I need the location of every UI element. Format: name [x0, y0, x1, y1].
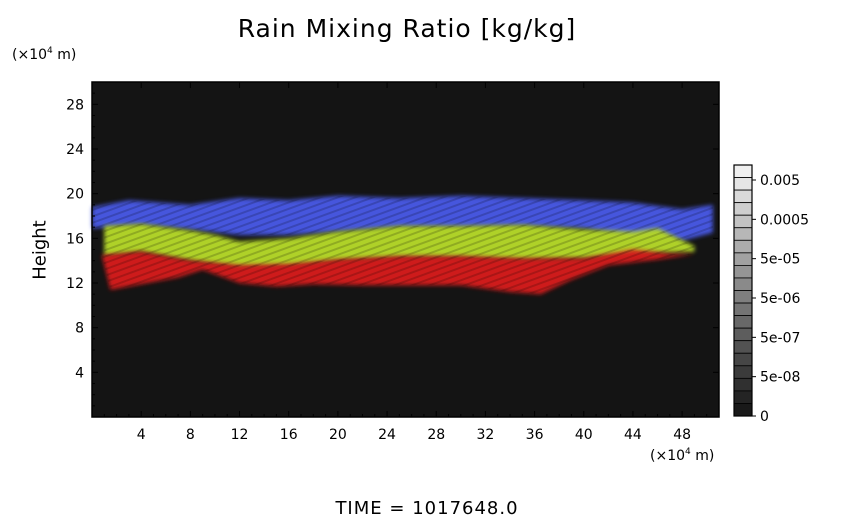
- y-unit-exponent: 4: [47, 46, 53, 56]
- colorbar-segment: [733, 302, 753, 316]
- colorbar-label: 0: [760, 409, 769, 425]
- colorbar-segment: [733, 365, 753, 379]
- chart-title: Rain Mixing Ratio [kg/kg]: [237, 14, 577, 43]
- colorbar-label: 0.005: [760, 173, 800, 189]
- x-tick-label: 20: [329, 427, 347, 443]
- y-tick-label: 24: [66, 142, 84, 158]
- colorbar-segment: [733, 377, 753, 392]
- colorbar-segment: [733, 327, 753, 342]
- y-tick-label: 16: [66, 231, 84, 247]
- colorbar-segment: [733, 340, 753, 354]
- x-unit-suffix: m): [690, 448, 715, 464]
- x-axis-unit: (×104 m): [650, 447, 714, 464]
- colorbar-segment: [733, 252, 753, 266]
- time-value: 1017648.0: [412, 498, 519, 519]
- colorbar-segment: [733, 214, 753, 229]
- colorbar-segment: [733, 264, 753, 279]
- time-readout: TIME = 1017648.0: [0, 498, 854, 519]
- colorbar-segment: [733, 164, 753, 178]
- colorbar-segment: [733, 290, 753, 304]
- y-tick-label: 12: [66, 276, 84, 292]
- x-tick-label: 48: [673, 427, 691, 443]
- x-tick-label: 24: [378, 427, 396, 443]
- time-equals: =: [389, 498, 406, 519]
- band-red-texture: [101, 249, 695, 295]
- y-axis-ticks: 4 8 12 16 20 24 28: [66, 92, 719, 407]
- x-unit-exponent: 4: [685, 447, 691, 457]
- colorbar-label: 5e-07: [760, 330, 800, 346]
- y-unit-suffix: m): [52, 47, 77, 63]
- time-label: TIME: [335, 498, 383, 519]
- colorbar-segment: [733, 315, 753, 329]
- x-tick-label: 4: [137, 427, 146, 443]
- colorbar-label: 5e-05: [760, 252, 800, 268]
- colorbar-segment: [733, 277, 753, 291]
- colorbar-label: 5e-06: [760, 291, 800, 307]
- colorbar-frame: [733, 164, 753, 417]
- band-green-texture: [104, 223, 695, 268]
- colorbar-segment: [733, 403, 753, 417]
- y-tick-label: 20: [66, 187, 84, 203]
- x-tick-label: 12: [231, 427, 249, 443]
- x-tick-label: 32: [476, 427, 494, 443]
- x-tick-label: 8: [186, 427, 195, 443]
- colorbar-segment: [733, 202, 753, 216]
- x-tick-label: 28: [427, 427, 445, 443]
- colorbar: 0.005 0.0005 5e-05 5e-06 5e-07 5e-08 0: [733, 164, 809, 425]
- y-axis-unit: (×104 m): [12, 46, 76, 63]
- y-unit-prefix: (×10: [12, 47, 48, 63]
- data-bands: [92, 195, 713, 295]
- colorbar-segment: [733, 352, 753, 367]
- colorbar-segment: [733, 390, 753, 404]
- colorbar-segment: [733, 239, 753, 254]
- x-tick-label: 40: [575, 427, 593, 443]
- y-tick-label: 28: [66, 97, 84, 113]
- y-tick-label: 4: [75, 365, 84, 381]
- colorbar-label: 5e-08: [760, 370, 800, 386]
- colorbar-segment: [733, 189, 753, 204]
- x-axis-ticks: 4 8 12 16 20 24 28 32 36 40 44 48: [103, 82, 708, 443]
- x-unit-prefix: (×10: [650, 448, 686, 464]
- x-tick-label: 44: [624, 427, 642, 443]
- colorbar-label: 0.0005: [760, 212, 809, 228]
- y-tick-label: 8: [75, 321, 84, 337]
- colorbar-segment: [733, 227, 753, 241]
- x-tick-label: 16: [280, 427, 298, 443]
- band-blue-texture: [92, 195, 713, 241]
- colorbar-segment: [733, 177, 753, 191]
- x-tick-label: 36: [526, 427, 544, 443]
